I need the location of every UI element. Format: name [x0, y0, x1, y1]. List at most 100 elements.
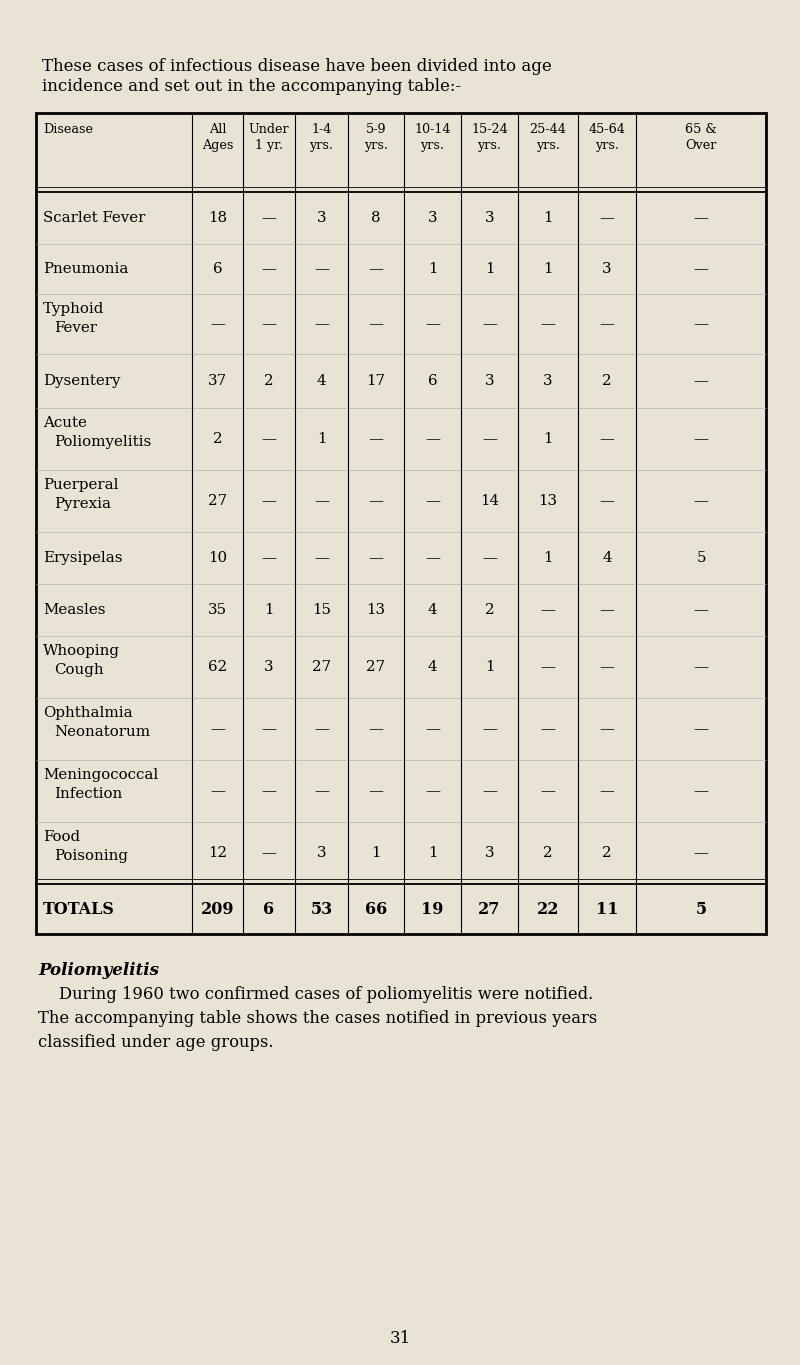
Text: —: — [541, 603, 555, 617]
Text: 22: 22 [537, 901, 559, 917]
Text: —: — [425, 784, 440, 799]
Text: —: — [425, 722, 440, 736]
Text: —: — [694, 317, 709, 330]
Text: —: — [599, 431, 614, 446]
Text: yrs.: yrs. [478, 139, 502, 152]
Text: 5: 5 [695, 901, 706, 917]
Text: —: — [369, 431, 383, 446]
Text: —: — [694, 374, 709, 388]
Text: yrs.: yrs. [364, 139, 388, 152]
Text: 5-9: 5-9 [366, 123, 386, 136]
Text: 209: 209 [201, 901, 234, 917]
Text: Scarlet Fever: Scarlet Fever [43, 212, 146, 225]
Text: 4: 4 [317, 374, 326, 388]
Text: Neonatorum: Neonatorum [54, 725, 150, 738]
Text: Pneumonia: Pneumonia [43, 262, 128, 276]
Text: Puerperal: Puerperal [43, 478, 118, 491]
Text: —: — [262, 212, 277, 225]
Text: yrs.: yrs. [536, 139, 560, 152]
Text: 5: 5 [696, 551, 706, 565]
Text: —: — [425, 431, 440, 446]
Text: 1: 1 [543, 212, 553, 225]
Text: 6: 6 [263, 901, 274, 917]
Text: —: — [262, 262, 277, 276]
Text: 6: 6 [428, 374, 438, 388]
Text: 18: 18 [208, 212, 227, 225]
Text: yrs.: yrs. [421, 139, 445, 152]
Text: 53: 53 [310, 901, 333, 917]
Text: 12: 12 [208, 846, 227, 860]
Text: incidence and set out in the accompanying table:-: incidence and set out in the accompanyin… [42, 78, 461, 96]
Text: Over: Over [686, 139, 717, 152]
Text: Pyrexia: Pyrexia [54, 497, 111, 511]
Text: 3: 3 [317, 846, 326, 860]
Text: 3: 3 [602, 262, 612, 276]
Text: —: — [482, 722, 497, 736]
Text: Poisoning: Poisoning [54, 849, 128, 863]
Text: 3: 3 [264, 661, 274, 674]
Text: —: — [369, 317, 383, 330]
Text: Under: Under [249, 123, 290, 136]
Text: —: — [694, 262, 709, 276]
Text: —: — [694, 431, 709, 446]
Text: 2: 2 [264, 374, 274, 388]
Text: —: — [694, 603, 709, 617]
Text: —: — [425, 494, 440, 508]
Text: —: — [369, 494, 383, 508]
Text: 4: 4 [602, 551, 612, 565]
Text: —: — [262, 317, 277, 330]
Bar [36, 113, 766, 934]
Text: Poliomyelitis: Poliomyelitis [38, 962, 159, 979]
Text: 1: 1 [485, 661, 494, 674]
Text: —: — [599, 212, 614, 225]
Text: —: — [599, 784, 614, 799]
Text: 4: 4 [428, 603, 438, 617]
Text: 19: 19 [422, 901, 444, 917]
Text: 27: 27 [478, 901, 501, 917]
Text: 1: 1 [543, 551, 553, 565]
Text: 31: 31 [390, 1330, 410, 1347]
Text: Cough: Cough [54, 663, 104, 677]
Text: 66: 66 [365, 901, 387, 917]
Text: —: — [482, 784, 497, 799]
Text: —: — [262, 431, 277, 446]
Text: Measles: Measles [43, 603, 106, 617]
Text: Whooping: Whooping [43, 644, 120, 658]
Text: —: — [541, 661, 555, 674]
Text: 2: 2 [602, 846, 612, 860]
Text: —: — [314, 494, 329, 508]
Text: 3: 3 [485, 212, 494, 225]
Text: —: — [210, 722, 225, 736]
Text: —: — [262, 722, 277, 736]
Text: 2: 2 [543, 846, 553, 860]
Text: Disease: Disease [43, 123, 93, 136]
Text: Poliomyelitis: Poliomyelitis [54, 435, 151, 449]
Text: 8: 8 [371, 212, 381, 225]
Text: 27: 27 [312, 661, 331, 674]
Text: 62: 62 [208, 661, 227, 674]
Text: Acute: Acute [43, 416, 87, 430]
Text: Ages: Ages [202, 139, 233, 152]
Text: 17: 17 [366, 374, 386, 388]
Text: 27: 27 [366, 661, 386, 674]
Text: Dysentery: Dysentery [43, 374, 121, 388]
Text: —: — [262, 494, 277, 508]
Text: —: — [425, 317, 440, 330]
Text: Food: Food [43, 830, 80, 844]
Text: Infection: Infection [54, 788, 122, 801]
Text: 35: 35 [208, 603, 227, 617]
Text: 3: 3 [317, 212, 326, 225]
Text: 2: 2 [213, 431, 222, 446]
Text: —: — [262, 846, 277, 860]
Text: —: — [694, 494, 709, 508]
Text: 3: 3 [543, 374, 553, 388]
Text: 65 &: 65 & [685, 123, 717, 136]
Text: 11: 11 [596, 901, 618, 917]
Text: —: — [210, 784, 225, 799]
Text: 3: 3 [485, 374, 494, 388]
Text: 2: 2 [602, 374, 612, 388]
Text: 15-24: 15-24 [471, 123, 508, 136]
Text: 1: 1 [543, 262, 553, 276]
Text: —: — [482, 431, 497, 446]
Text: 1-4: 1-4 [311, 123, 332, 136]
